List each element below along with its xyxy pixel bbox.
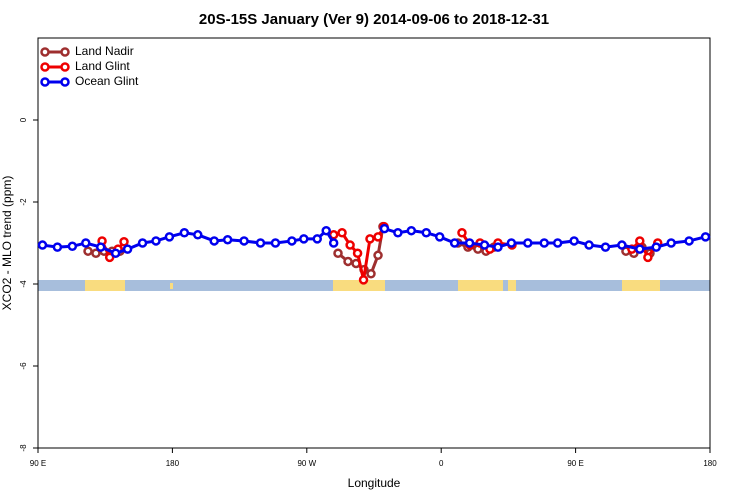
land-strip <box>85 280 125 291</box>
series-marker <box>299 234 309 244</box>
y-tick-label: 0 <box>19 117 28 122</box>
series-marker <box>666 238 676 248</box>
x-tick-label: 90 W <box>297 459 316 468</box>
series-marker <box>255 238 266 248</box>
y-tick-label: -6 <box>19 362 28 370</box>
legend-marker <box>40 47 50 57</box>
series-marker <box>539 238 549 248</box>
series-marker <box>287 236 297 246</box>
series-marker <box>651 242 661 252</box>
series-marker <box>343 256 353 267</box>
legend-label: Land Nadir <box>75 44 134 58</box>
series-marker <box>358 275 369 285</box>
series-marker <box>684 236 694 246</box>
series-marker <box>373 232 383 242</box>
series-marker <box>600 242 611 252</box>
legend-marker <box>60 47 70 57</box>
x-tick-label: 90 E <box>30 459 46 468</box>
series-line <box>42 227 706 255</box>
series-marker <box>239 236 249 246</box>
series-marker <box>333 248 343 258</box>
land-strip <box>333 280 385 291</box>
x-tick-label: 180 <box>166 459 180 468</box>
series-marker <box>52 242 63 252</box>
series-marker <box>122 244 133 254</box>
series-marker <box>179 228 190 238</box>
series-marker <box>393 228 403 238</box>
series-marker <box>617 240 627 250</box>
series-marker <box>328 238 339 248</box>
y-tick-label: -2 <box>19 198 28 206</box>
series-marker <box>312 234 323 244</box>
series-marker <box>137 238 148 248</box>
series-marker <box>365 234 375 244</box>
series-marker <box>91 248 101 258</box>
series-marker <box>337 228 347 238</box>
land-mask <box>38 280 710 291</box>
series-marker <box>321 225 331 236</box>
legend-marker <box>60 77 70 87</box>
series-marker <box>83 246 93 256</box>
land-strip <box>458 280 503 291</box>
series-marker <box>37 240 48 250</box>
series-marker <box>366 269 376 279</box>
series-marker <box>270 238 281 248</box>
series-marker <box>151 236 161 246</box>
series-marker <box>700 232 711 242</box>
series-marker <box>584 240 594 250</box>
series-marker <box>523 238 533 248</box>
legend-marker <box>60 62 70 72</box>
series-marker <box>373 250 383 261</box>
legend-marker <box>40 62 50 72</box>
plot-frame <box>37 37 711 449</box>
series-marker <box>164 232 175 242</box>
series-marker <box>643 252 653 263</box>
series-marker <box>506 238 517 248</box>
land-strip <box>622 280 660 291</box>
series-marker <box>67 241 78 252</box>
series-marker <box>635 236 645 246</box>
x-tick-label: 0 <box>439 459 444 468</box>
series-marker <box>81 238 91 248</box>
legend-label: Land Glint <box>75 59 130 73</box>
land-strip <box>170 283 173 289</box>
series-marker <box>345 240 355 250</box>
series-marker <box>457 228 467 238</box>
series-marker <box>421 228 432 238</box>
series-marker <box>635 244 645 254</box>
legend-marker <box>40 77 50 87</box>
y-axis-label: XCO2 - MLO trend (ppm) <box>0 176 14 311</box>
series-marker <box>569 236 579 246</box>
x-axis-label: Longitude <box>348 476 401 490</box>
series-marker <box>119 237 129 247</box>
legend-label: Ocean Glint <box>75 74 139 88</box>
series-marker <box>464 238 475 248</box>
series-marker <box>406 225 417 236</box>
x-tick-label: 180 <box>703 459 717 468</box>
y-tick-label: -8 <box>19 444 28 452</box>
x-tick-label: 90 E <box>567 459 583 468</box>
series-marker <box>434 232 445 242</box>
series-marker <box>193 230 203 240</box>
land-strip <box>508 280 516 291</box>
series-marker <box>379 223 390 234</box>
y-tick-label: -4 <box>19 280 28 288</box>
series-marker <box>552 238 563 248</box>
series-marker <box>110 248 121 258</box>
series-marker <box>209 236 219 246</box>
series-marker <box>493 242 503 252</box>
series-marker <box>352 248 363 258</box>
series-marker <box>479 240 490 250</box>
series-marker <box>104 252 115 263</box>
series-marker <box>449 238 460 248</box>
chart-title: 20S-15S January (Ver 9) 2014-09-06 to 20… <box>199 11 549 28</box>
series-marker <box>222 234 233 245</box>
series-marker <box>95 242 106 252</box>
